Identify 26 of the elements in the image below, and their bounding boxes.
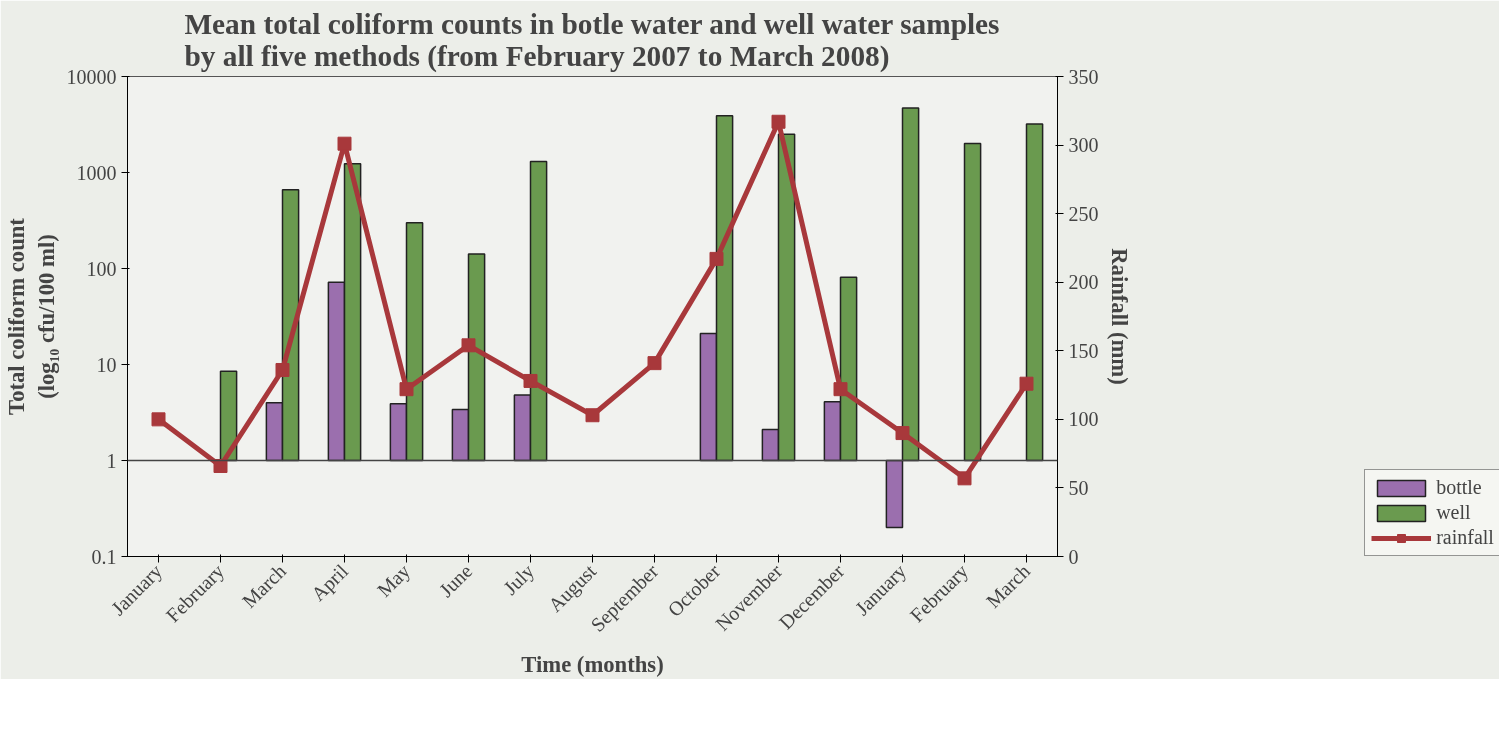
y2-tick-label: 300 [1068,134,1099,157]
y2-tick-label: 100 [1068,408,1099,431]
x-tick-label: July [499,559,539,600]
x-tick-label: May [372,559,415,602]
y2-tick-label: 50 [1068,476,1089,499]
y-axis-title: Total coliform count (log₁₀ cfu/100 ml) [3,217,59,415]
legend-label: rainfall [1436,526,1494,549]
bar [1025,123,1044,462]
y-tick-label: 10 [96,353,117,376]
y-tick-label: 10000 [66,65,117,88]
y2-tick-label: 150 [1068,339,1099,362]
x-tick-label: June [434,559,477,602]
bar [963,142,982,462]
x-axis-title: Time (months) [521,651,664,677]
y-tick-label: 1 [106,449,117,472]
y2-tick-label: 350 [1068,65,1099,88]
y-tick-label: 1000 [76,161,117,184]
y2-tick-label: 0 [1068,545,1079,568]
y-tick-label: 100 [86,257,117,280]
legend-label: bottle [1436,476,1482,499]
y2-tick-label: 200 [1068,271,1099,294]
legend-label: well [1436,501,1471,524]
y2-tick-label: 250 [1068,202,1099,225]
y2-axis-title: Rainfall (mm) [1106,248,1132,385]
chart-title: Mean total coliform counts in botle water and well water samples by all five methods (from February 2007 to March 2008) [184,7,1000,73]
y-tick-label: 0.1 [91,545,117,568]
